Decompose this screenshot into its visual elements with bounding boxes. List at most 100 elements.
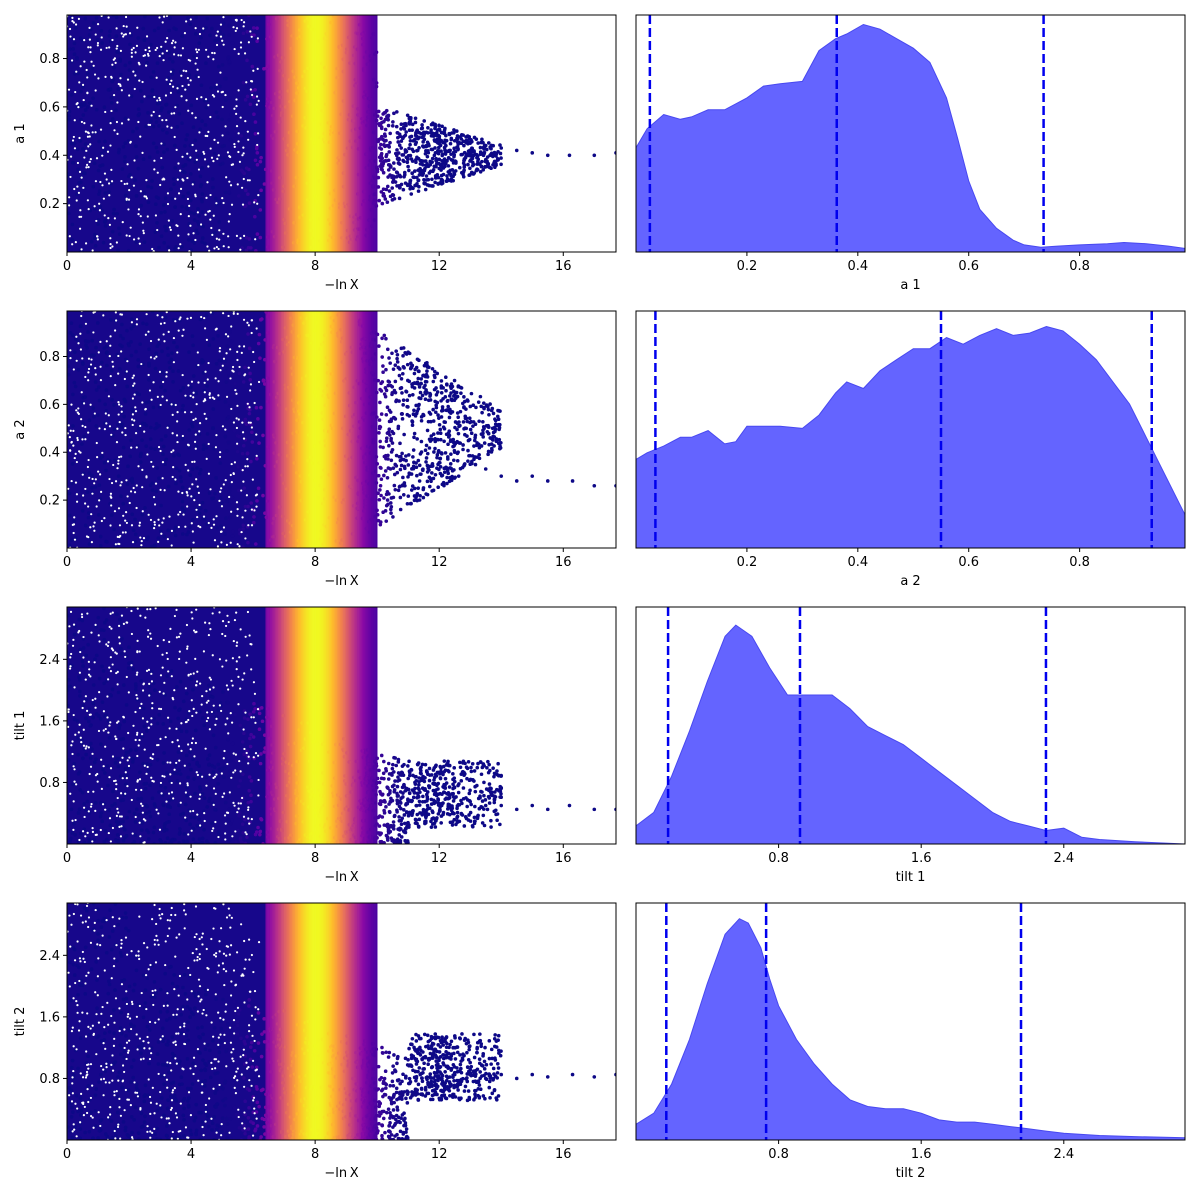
- gap-speck: [147, 330, 150, 333]
- scatter-point: [365, 359, 369, 363]
- gap-speck: [156, 46, 159, 50]
- gap-speck: [67, 88, 71, 91]
- scatter-point: [93, 380, 98, 384]
- scatter-point: [295, 418, 300, 423]
- scatter-point: [271, 433, 276, 437]
- gap-speck: [177, 192, 181, 195]
- scatter-point: [83, 395, 87, 399]
- scatter-point: [382, 496, 386, 500]
- scatter-point: [186, 191, 190, 195]
- gap-speck: [207, 442, 210, 446]
- gap-speck: [86, 76, 89, 79]
- gap-speck: [104, 75, 107, 78]
- scatter-point: [180, 244, 184, 249]
- scatter-point: [452, 378, 457, 383]
- gap-speck: [176, 224, 179, 228]
- scatter-point: [115, 820, 120, 825]
- gap-speck: [88, 38, 91, 41]
- scatter-point: [251, 735, 256, 739]
- scatter-point: [266, 541, 271, 545]
- gap-speck: [180, 74, 183, 77]
- band-strip: [339, 607, 342, 844]
- scatter-point: [317, 386, 322, 391]
- scatter-point: [116, 150, 121, 155]
- gap-speck: [236, 514, 239, 517]
- gap-speck: [239, 41, 243, 44]
- scatter-point: [291, 445, 296, 450]
- scatter-point: [281, 337, 285, 342]
- scatter-point: [378, 387, 382, 392]
- scatter-point: [313, 808, 318, 812]
- gap-speck: [222, 245, 225, 248]
- scatter-point: [418, 396, 423, 401]
- scatter-point: [468, 427, 473, 432]
- scatter-point: [465, 419, 470, 424]
- gap-speck: [235, 98, 238, 101]
- band-strip: [346, 311, 349, 548]
- gap-speck: [128, 234, 131, 238]
- scatter-point: [251, 520, 256, 525]
- scatter-point: [472, 149, 476, 153]
- scatter-point: [390, 174, 395, 178]
- scatter-point: [384, 336, 388, 341]
- scatter-point: [401, 125, 406, 130]
- scatter-point: [362, 491, 367, 495]
- scatter-point: [67, 109, 72, 114]
- scatter-point: [340, 500, 345, 505]
- scatter-point: [278, 351, 283, 356]
- gap-speck: [177, 162, 180, 165]
- scatter-point: [358, 126, 363, 131]
- gap-speck: [86, 135, 90, 138]
- scatter-point: [387, 443, 391, 448]
- scatter-point: [161, 761, 166, 765]
- gap-speck: [255, 103, 258, 106]
- scatter-point: [84, 343, 88, 347]
- gap-speck: [257, 132, 260, 135]
- scatter-point: [148, 762, 153, 767]
- scatter-point: [220, 63, 225, 67]
- scatter-point: [128, 42, 132, 47]
- scatter-point: [270, 181, 274, 185]
- gap-speck: [89, 403, 92, 406]
- gap-speck: [220, 530, 223, 533]
- gap-speck: [87, 379, 90, 382]
- scatter-point: [381, 445, 385, 450]
- scatter-point: [96, 513, 101, 517]
- gap-speck: [97, 77, 100, 80]
- gap-speck: [187, 469, 190, 472]
- scatter-point: [198, 506, 203, 510]
- scatter-point: [140, 512, 145, 517]
- gap-speck: [81, 357, 84, 360]
- gap-speck: [215, 245, 218, 249]
- scatter-point: [253, 542, 258, 546]
- scatter-point: [375, 332, 380, 337]
- scatter-point: [353, 77, 358, 82]
- scatter-point: [139, 203, 144, 208]
- scatter-point: [127, 661, 131, 666]
- scatter-point: [372, 411, 377, 415]
- gap-speck: [141, 510, 144, 513]
- scatter-point: [452, 138, 457, 143]
- scatter-point: [376, 491, 380, 496]
- gap-speck: [120, 179, 123, 183]
- gap-speck: [105, 178, 108, 181]
- scatter-point: [149, 669, 154, 674]
- gap-speck: [131, 397, 135, 400]
- band-strip: [324, 607, 327, 844]
- scatter-point: [101, 669, 106, 673]
- scatter-point: [206, 163, 211, 167]
- gap-speck: [173, 135, 176, 139]
- scatter-point: [404, 130, 408, 134]
- scatter-point: [67, 758, 71, 762]
- scatter-point: [273, 797, 277, 801]
- gap-speck: [83, 39, 86, 42]
- gap-speck: [84, 242, 88, 245]
- scatter-point: [149, 75, 154, 80]
- gap-speck: [115, 241, 118, 244]
- scatter-point: [397, 833, 402, 837]
- gap-speck: [248, 406, 251, 409]
- scatter-point: [391, 193, 396, 197]
- scatter-point: [172, 771, 177, 775]
- scatter-point: [360, 36, 365, 41]
- gap-speck: [135, 506, 138, 510]
